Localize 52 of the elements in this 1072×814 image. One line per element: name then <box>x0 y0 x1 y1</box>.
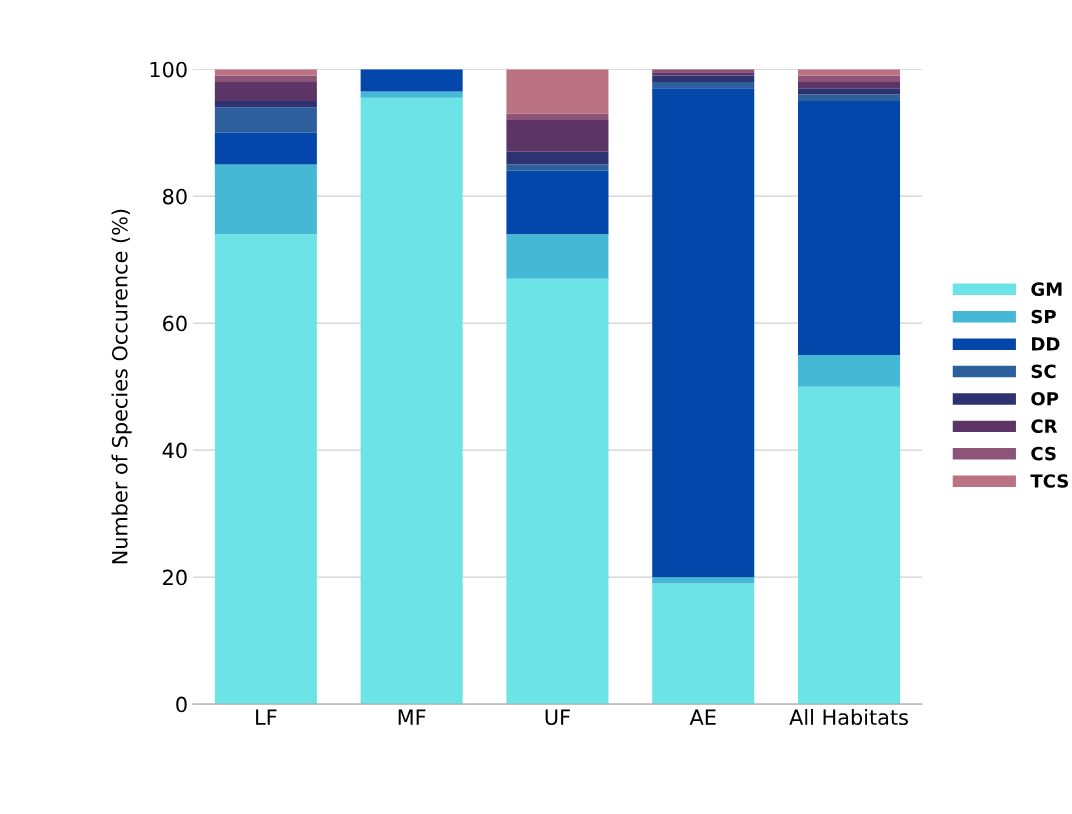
y-tick-label: 100 <box>150 61 187 78</box>
bar <box>652 577 755 584</box>
bar <box>214 75 317 82</box>
bar <box>798 81 901 89</box>
bar <box>798 69 901 76</box>
x-tick-label: UF <box>545 709 570 726</box>
bar <box>798 354 901 387</box>
bar <box>506 69 609 114</box>
bar <box>506 234 609 279</box>
bar <box>360 69 463 92</box>
bar <box>214 100 317 108</box>
legend-label: GM <box>1031 282 1062 296</box>
bar <box>214 69 317 76</box>
bar <box>652 81 755 89</box>
bar <box>506 151 609 165</box>
legend-label: CR <box>1031 419 1058 433</box>
legend-label: TCS <box>1030 474 1068 488</box>
bar <box>652 583 755 705</box>
bar <box>360 91 463 98</box>
x-tick-label: MF <box>398 709 426 725</box>
bar <box>506 113 609 120</box>
legend-label: SP <box>1031 309 1056 324</box>
bar <box>214 132 317 165</box>
y-tick-label: 40 <box>162 442 187 459</box>
x-tick-label: All Habitats <box>789 708 908 726</box>
bar <box>506 164 609 171</box>
y-tick-label: 60 <box>163 315 187 332</box>
bar <box>798 88 901 95</box>
bar <box>506 119 609 152</box>
y-tick-label: 20 <box>163 569 187 586</box>
legend-label: DD <box>1032 337 1060 351</box>
bar <box>506 278 609 705</box>
bar <box>652 88 755 578</box>
y-tick-label: 0 <box>176 696 187 713</box>
bar <box>798 94 901 101</box>
x-tick-label: LF <box>256 709 277 725</box>
bar <box>214 234 317 705</box>
bar <box>214 107 317 133</box>
bar <box>652 75 755 82</box>
y-tick-label: 80 <box>163 188 187 205</box>
bar <box>360 97 463 705</box>
y-axis-title: Number of Species Occurence (%) <box>111 209 132 564</box>
legend-label: SC <box>1031 364 1056 379</box>
bar <box>798 386 901 705</box>
bar <box>798 75 901 82</box>
legend-label: OP <box>1031 391 1059 406</box>
bar <box>798 100 901 355</box>
legend-label: CS <box>1031 446 1056 461</box>
bar <box>506 170 609 235</box>
bar <box>214 81 317 101</box>
x-tick-label: AE <box>689 709 716 725</box>
bar <box>214 164 317 235</box>
